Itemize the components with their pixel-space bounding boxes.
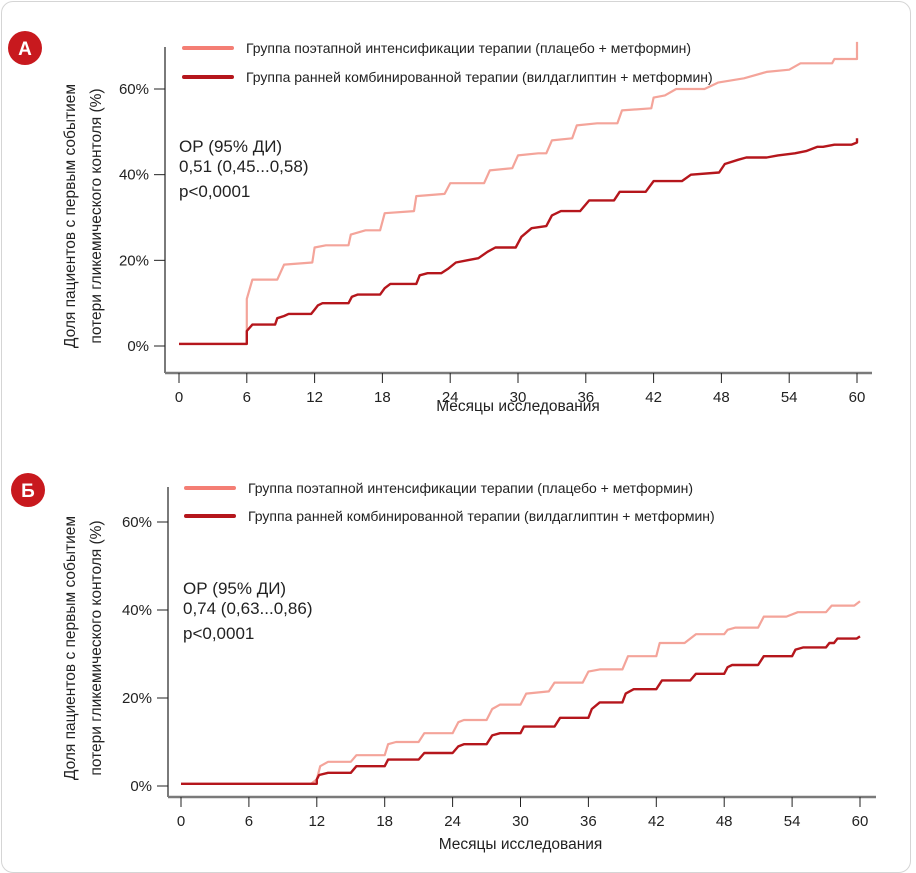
x-tick-label: 12 [308, 813, 325, 830]
x-tick-label: 36 [580, 813, 597, 830]
y-tick-label: 0% [130, 778, 152, 795]
annotation-line-1: ОР (95% ДИ) [183, 579, 286, 598]
y-tick-label: 40% [122, 602, 152, 619]
legend-label-placebo: Группа поэтапной интенсификации терапии … [248, 480, 693, 496]
y-tick-label: 20% [122, 690, 152, 707]
annotation-line-3: p<0,0001 [183, 624, 254, 643]
legend-label-combination: Группа ранней комбинированной терапии (в… [248, 508, 715, 524]
annotation-line-1: ОР (95% ДИ) [179, 137, 282, 156]
x-axis-title: Месяцы исследования [439, 836, 603, 853]
x-tick-label: 42 [648, 813, 665, 830]
y-axis-title-line-2: потери гликемического контоля (%) [88, 520, 105, 775]
series-line-combination [181, 635, 861, 785]
x-tick-label: 12 [306, 389, 323, 406]
y-tick-label: 60% [119, 81, 149, 98]
x-tick-label: 54 [784, 813, 801, 830]
annotation-line-2: 0,51 (0,45...0,58) [179, 157, 308, 176]
x-tick-label: 30 [512, 813, 529, 830]
x-tick-label: 6 [245, 813, 253, 830]
legend-label-placebo: Группа поэтапной интенсификации терапии … [246, 40, 691, 56]
x-axis-title: Месяцы исследования [436, 398, 600, 415]
chart-panel-a: А 0% 20% 40% 60% 0 6 12 18 24 30 36 42 48 54 60 Месяцы и… [8, 31, 872, 415]
x-tick-label: 24 [442, 389, 459, 406]
x-tick-label: 60 [849, 389, 866, 406]
y-axis-title-line-1: Доля пациентов с первым событием [62, 84, 79, 348]
chart-panel-b: Б 0% 20% 40% 60% 0 6 12 18 24 30 36 42 48 54 60 Месяцы и… [11, 473, 876, 853]
series-line-combination [179, 138, 859, 346]
x-tick-label: 24 [444, 813, 461, 830]
x-tick-label: 0 [177, 813, 185, 830]
x-tick-label: 60 [852, 813, 869, 830]
y-axis-title-line-2: потери гликемического контоля (%) [88, 88, 105, 343]
annotation-line-2: 0,74 (0,63...0,86) [183, 599, 312, 618]
x-tick-label: 18 [374, 389, 391, 406]
x-tick-label: 30 [510, 389, 527, 406]
y-tick-label: 0% [127, 338, 149, 355]
annotation-line-3: p<0,0001 [179, 182, 250, 201]
panel-label: Б [21, 481, 35, 502]
x-tick-label: 54 [781, 389, 798, 406]
x-tick-label: 48 [716, 813, 733, 830]
x-tick-label: 42 [645, 389, 662, 406]
y-tick-label: 20% [119, 252, 149, 269]
x-tick-label: 18 [376, 813, 393, 830]
legend-label-combination: Группа ранней комбинированной терапии (в… [246, 69, 713, 85]
x-tick-label: 0 [175, 389, 183, 406]
panel-label: А [18, 39, 32, 60]
y-tick-label: 40% [119, 167, 149, 184]
series-line-placebo [179, 41, 859, 345]
series-line-placebo [181, 600, 861, 785]
panel-badge [8, 31, 42, 65]
x-tick-label: 36 [577, 389, 594, 406]
panel-badge [11, 473, 45, 507]
y-axis-title-line-1: Доля пациентов с первым событием [62, 516, 79, 780]
x-tick-label: 48 [713, 389, 730, 406]
y-tick-label: 60% [122, 514, 152, 531]
x-tick-label: 6 [243, 389, 251, 406]
